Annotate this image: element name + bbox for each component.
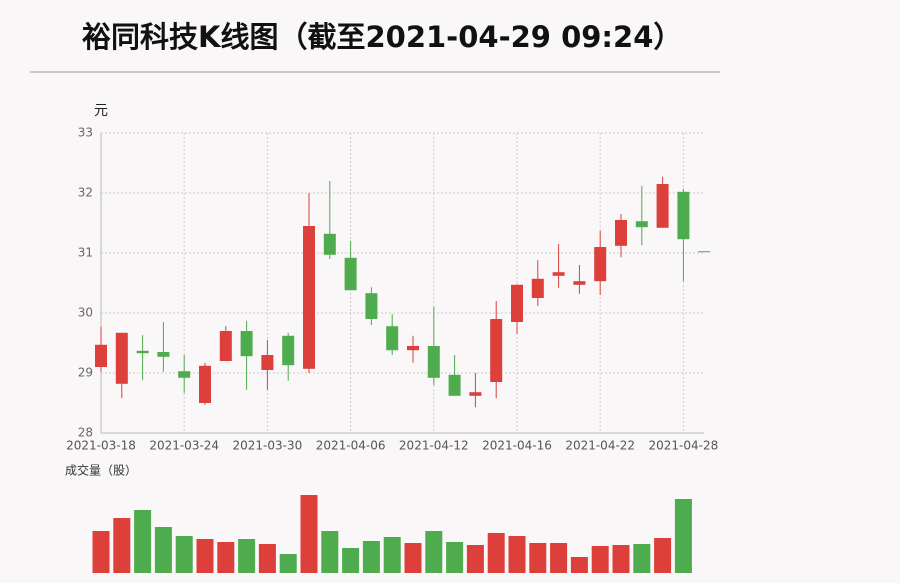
candle-body	[386, 326, 399, 351]
candle-body	[469, 392, 482, 396]
y-tick-label: 32	[78, 186, 93, 200]
y-tick-label: 28	[78, 426, 93, 440]
volume-bar	[570, 557, 588, 573]
candle-body	[240, 331, 253, 357]
candle-body	[219, 331, 232, 361]
y-axis-label: 元	[94, 103, 108, 119]
candle-body	[427, 346, 440, 378]
x-tick-label: 2021-03-30	[233, 439, 303, 453]
volume-label: 成交量（股）	[65, 463, 137, 478]
y-tick-label: 31	[78, 246, 93, 260]
volume-bar	[383, 537, 401, 573]
volume-bar	[654, 538, 672, 573]
volume-bar	[362, 541, 380, 573]
volume-bar	[92, 531, 110, 573]
volume-bar	[238, 539, 256, 573]
candle-body	[698, 251, 711, 253]
volume-bar	[258, 544, 276, 573]
volume-bar	[113, 518, 131, 573]
chart-title: 裕同科技K线图（截至2021-04-29 09:24）	[82, 20, 682, 54]
candle-body	[323, 233, 336, 255]
volume-bar	[529, 543, 547, 573]
x-tick-label: 2021-04-16	[482, 439, 552, 453]
volume-bar	[321, 531, 339, 573]
volume-bar	[279, 554, 297, 573]
volume-bar	[674, 499, 692, 573]
candle-body	[95, 344, 107, 367]
candle-body	[344, 257, 357, 291]
volume-bar	[134, 510, 152, 573]
candle-body	[178, 371, 191, 378]
volume-bar	[196, 539, 214, 573]
volume-bar	[217, 542, 235, 573]
candle-body	[656, 184, 669, 228]
y-tick-label: 30	[78, 306, 93, 320]
volume-bar	[154, 527, 172, 573]
candle-body	[490, 319, 503, 382]
x-tick-label: 2021-04-28	[649, 439, 719, 453]
y-tick-label: 33	[78, 126, 93, 140]
candle-body	[365, 293, 378, 319]
volume-bar	[404, 543, 422, 573]
candle-body	[531, 278, 544, 298]
candle-body	[511, 284, 523, 322]
volume-bar	[175, 536, 193, 573]
volume-bar	[508, 536, 526, 573]
volume-bar	[591, 546, 609, 573]
volume-bar	[633, 544, 651, 573]
candle-body	[573, 281, 586, 285]
x-tick-label: 2021-04-12	[399, 439, 469, 453]
volume-bar	[300, 495, 318, 573]
x-tick-label: 2021-03-18	[66, 439, 136, 453]
volume-bar	[466, 545, 484, 573]
candle-body	[407, 346, 419, 351]
candle-body	[261, 355, 274, 370]
candle-body	[552, 272, 565, 276]
volume-bar	[487, 533, 505, 573]
candle-body	[136, 350, 149, 354]
candle-body	[115, 332, 128, 384]
candle-body	[615, 220, 627, 246]
candle-body	[199, 365, 211, 403]
x-tick-label: 2021-04-22	[565, 439, 635, 453]
x-tick-label: 2021-03-24	[149, 439, 219, 453]
candle-body	[448, 374, 461, 396]
y-tick-label: 29	[78, 366, 93, 380]
candle-body	[635, 221, 648, 228]
candle-body	[303, 226, 315, 369]
candle-body	[677, 191, 690, 240]
volume-bar	[425, 531, 443, 573]
volume-bar	[446, 542, 464, 573]
x-tick-label: 2021-04-06	[316, 439, 386, 453]
candle-body	[282, 335, 295, 366]
candle-body	[157, 352, 170, 357]
volume-bar	[550, 543, 568, 573]
volume-bar	[342, 548, 360, 573]
candle-body	[594, 247, 607, 282]
volume-bar	[612, 545, 630, 573]
